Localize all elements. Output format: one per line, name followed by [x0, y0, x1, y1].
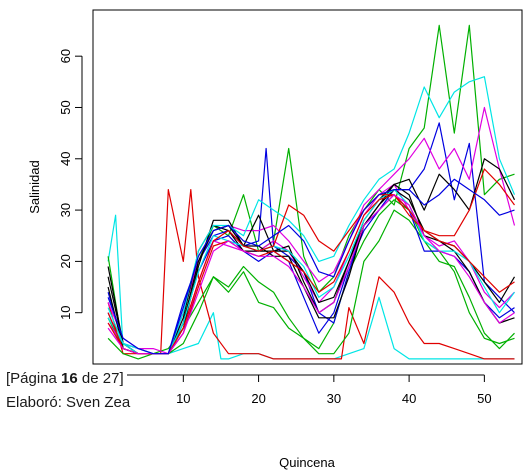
- y-axis: 10 20 30 40 50 60: [58, 49, 83, 320]
- footer-page-suffix: de 27]: [77, 370, 124, 387]
- series-line-18: [107, 178, 515, 355]
- y-tick-label: 30: [58, 203, 73, 217]
- x-axis-label: Quincena: [279, 455, 335, 470]
- series-line-6: [107, 122, 515, 355]
- x-tick-label: 20: [251, 391, 265, 406]
- series-line-16: [107, 168, 515, 355]
- y-tick-label: 40: [58, 152, 73, 166]
- series-line-9: [107, 183, 515, 355]
- series-line-4: [107, 209, 515, 360]
- footer-page-number: 16: [61, 370, 78, 387]
- y-tick-label: 60: [58, 49, 73, 63]
- y-axis-label: Salinidad: [27, 160, 42, 214]
- y-tick-label: 20: [58, 254, 73, 268]
- x-tick-label: 30: [327, 391, 341, 406]
- footer-page-prefix: [Página: [6, 370, 62, 387]
- series-line-17: [107, 194, 515, 355]
- series-layer: [107, 24, 516, 360]
- y-tick-label: 10: [58, 305, 73, 319]
- x-tick-label: 50: [477, 391, 491, 406]
- footer-page-indicator: [Página 16 de 27]: [6, 369, 127, 389]
- series-line-2: [107, 189, 515, 360]
- footer-author: Elaboró: Sven Zea: [6, 393, 134, 413]
- series-line-5: [107, 199, 515, 355]
- series-line-11: [107, 183, 515, 355]
- x-tick-label: 10: [176, 391, 190, 406]
- series-line-13: [107, 76, 516, 355]
- x-tick-label: 40: [402, 391, 416, 406]
- plot-frame: [92, 9, 523, 365]
- series-line-10: [107, 158, 516, 355]
- y-tick-label: 50: [58, 100, 73, 114]
